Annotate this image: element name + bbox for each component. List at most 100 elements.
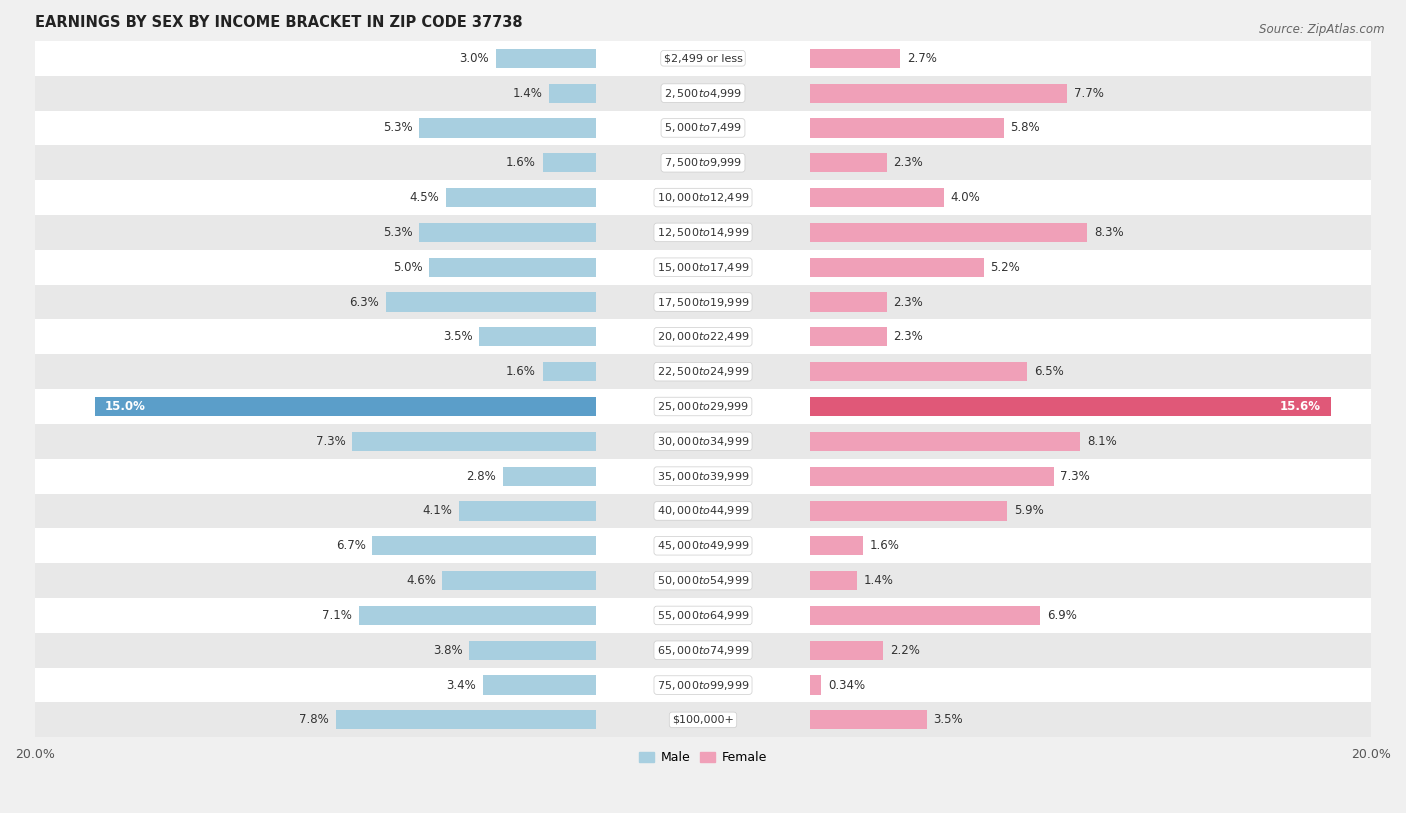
Text: $40,000 to $44,999: $40,000 to $44,999 xyxy=(657,504,749,517)
Text: 3.0%: 3.0% xyxy=(460,52,489,65)
Bar xyxy=(336,711,596,729)
Bar xyxy=(496,49,596,67)
Bar xyxy=(810,606,1040,625)
Bar xyxy=(810,571,856,590)
Text: $30,000 to $34,999: $30,000 to $34,999 xyxy=(657,435,749,448)
Bar xyxy=(35,320,1371,354)
Text: 5.2%: 5.2% xyxy=(990,261,1019,274)
Text: 3.8%: 3.8% xyxy=(433,644,463,657)
Bar xyxy=(482,676,596,694)
Text: 2.3%: 2.3% xyxy=(893,330,924,343)
Text: 6.5%: 6.5% xyxy=(1033,365,1063,378)
Legend: Male, Female: Male, Female xyxy=(634,746,772,769)
Text: 15.0%: 15.0% xyxy=(105,400,146,413)
Text: 1.6%: 1.6% xyxy=(870,539,900,552)
Text: 2.3%: 2.3% xyxy=(893,156,924,169)
Bar xyxy=(810,676,821,694)
Bar xyxy=(35,146,1371,180)
Bar xyxy=(35,667,1371,702)
Text: $20,000 to $22,499: $20,000 to $22,499 xyxy=(657,330,749,343)
Text: 2.2%: 2.2% xyxy=(890,644,920,657)
Bar xyxy=(810,711,927,729)
Text: 4.0%: 4.0% xyxy=(950,191,980,204)
Bar xyxy=(810,49,900,67)
Text: $17,500 to $19,999: $17,500 to $19,999 xyxy=(657,296,749,309)
Bar xyxy=(810,258,984,276)
Bar xyxy=(96,397,596,416)
Text: 4.6%: 4.6% xyxy=(406,574,436,587)
Text: $2,500 to $4,999: $2,500 to $4,999 xyxy=(664,87,742,100)
Bar xyxy=(479,328,596,346)
Text: 8.3%: 8.3% xyxy=(1094,226,1123,239)
Text: 1.6%: 1.6% xyxy=(506,156,536,169)
Bar xyxy=(810,467,1053,485)
Bar xyxy=(419,223,596,242)
Bar xyxy=(810,432,1080,451)
Text: 7.7%: 7.7% xyxy=(1074,87,1104,100)
Text: 7.8%: 7.8% xyxy=(299,713,329,726)
Text: 7.3%: 7.3% xyxy=(316,435,346,448)
Bar xyxy=(35,76,1371,111)
Bar xyxy=(810,328,887,346)
Text: 1.6%: 1.6% xyxy=(506,365,536,378)
Bar xyxy=(35,563,1371,598)
Bar xyxy=(359,606,596,625)
Text: $75,000 to $99,999: $75,000 to $99,999 xyxy=(657,679,749,692)
Text: 6.7%: 6.7% xyxy=(336,539,366,552)
Bar xyxy=(35,389,1371,424)
Text: $50,000 to $54,999: $50,000 to $54,999 xyxy=(657,574,749,587)
Bar xyxy=(373,537,596,555)
Bar xyxy=(35,424,1371,459)
Bar xyxy=(35,493,1371,528)
Text: 2.7%: 2.7% xyxy=(907,52,936,65)
Bar xyxy=(385,293,596,311)
Bar xyxy=(810,223,1087,242)
Text: $65,000 to $74,999: $65,000 to $74,999 xyxy=(657,644,749,657)
Bar xyxy=(35,41,1371,76)
Bar xyxy=(810,537,863,555)
Bar xyxy=(502,467,596,485)
Bar xyxy=(446,188,596,207)
Bar xyxy=(810,119,1004,137)
Text: $35,000 to $39,999: $35,000 to $39,999 xyxy=(657,470,749,483)
Bar xyxy=(35,250,1371,285)
Bar xyxy=(543,362,596,381)
Text: Source: ZipAtlas.com: Source: ZipAtlas.com xyxy=(1260,23,1385,36)
Text: 5.9%: 5.9% xyxy=(1014,504,1043,517)
Text: 6.9%: 6.9% xyxy=(1047,609,1077,622)
Text: $22,500 to $24,999: $22,500 to $24,999 xyxy=(657,365,749,378)
Text: 3.4%: 3.4% xyxy=(446,679,475,692)
Bar xyxy=(810,641,883,660)
Bar xyxy=(810,362,1026,381)
Bar xyxy=(470,641,596,660)
Text: $5,000 to $7,499: $5,000 to $7,499 xyxy=(664,121,742,134)
Bar xyxy=(35,285,1371,320)
Text: 1.4%: 1.4% xyxy=(513,87,543,100)
Bar xyxy=(35,633,1371,667)
Bar xyxy=(353,432,596,451)
Bar xyxy=(443,571,596,590)
Text: $55,000 to $64,999: $55,000 to $64,999 xyxy=(657,609,749,622)
Bar xyxy=(810,293,887,311)
Text: $10,000 to $12,499: $10,000 to $12,499 xyxy=(657,191,749,204)
Bar xyxy=(810,188,943,207)
Bar xyxy=(35,598,1371,633)
Bar xyxy=(550,84,596,102)
Bar xyxy=(810,397,1331,416)
Text: 3.5%: 3.5% xyxy=(443,330,472,343)
Bar xyxy=(35,459,1371,493)
Text: 5.3%: 5.3% xyxy=(382,226,412,239)
Text: 2.8%: 2.8% xyxy=(467,470,496,483)
Bar xyxy=(35,111,1371,146)
Bar xyxy=(35,180,1371,215)
Text: $7,500 to $9,999: $7,500 to $9,999 xyxy=(664,156,742,169)
Text: $2,499 or less: $2,499 or less xyxy=(664,54,742,63)
Text: 3.5%: 3.5% xyxy=(934,713,963,726)
Bar xyxy=(460,502,596,520)
Text: $45,000 to $49,999: $45,000 to $49,999 xyxy=(657,539,749,552)
Text: 7.3%: 7.3% xyxy=(1060,470,1090,483)
Text: 4.5%: 4.5% xyxy=(409,191,439,204)
Text: 6.3%: 6.3% xyxy=(349,296,380,309)
Bar xyxy=(35,215,1371,250)
Bar xyxy=(35,528,1371,563)
